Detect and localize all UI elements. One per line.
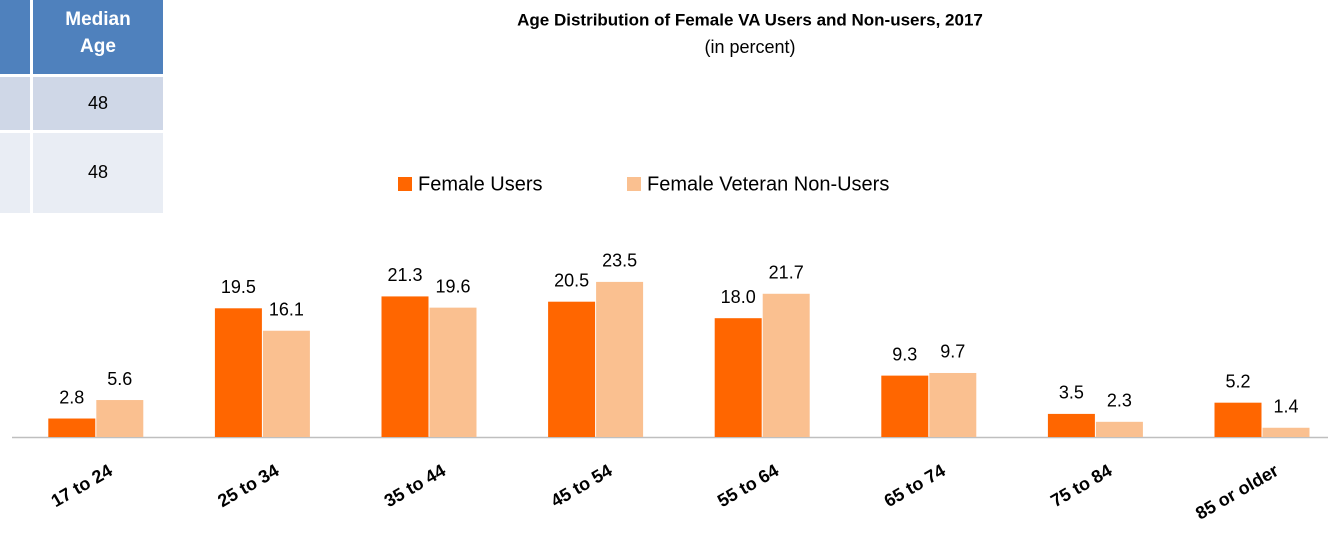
value-label: 2.8 [59,387,84,407]
bar [96,400,144,437]
legend-label: Female Veteran Non-Users [647,173,889,195]
x-tick-label: 35 to 44 [381,460,449,511]
x-tick-label: 25 to 34 [214,460,282,511]
value-label: 9.3 [892,344,917,364]
table-cell [33,133,163,213]
value-label: 19.5 [221,277,256,297]
value-label: 5.6 [107,369,132,389]
table-cell [0,77,30,130]
chart-title: Age Distribution of Female VA Users and … [517,10,983,29]
x-tick-label: 17 to 24 [48,460,116,511]
bar [881,375,929,437]
bar [429,307,477,437]
value-label: 3.5 [1059,383,1084,403]
table-header-wrap: Median Age [65,9,131,57]
x-tick-label: 85 or older [1192,460,1282,523]
value-label: 1.4 [1273,397,1298,417]
x-tick-label: 45 to 54 [547,460,615,511]
bar [381,296,429,437]
x-tick-label: 55 to 64 [714,460,782,511]
table-header-cell [0,0,30,74]
bar [1262,427,1310,437]
bar [262,330,310,437]
value-label: 20.5 [554,270,589,290]
bar [596,281,644,437]
table-value: 48 [88,93,108,113]
value-label: 16.1 [269,299,304,319]
bar [214,308,262,437]
value-label: 2.3 [1107,391,1132,411]
value-label: 5.2 [1225,371,1250,391]
value-label: 9.7 [940,342,965,362]
value-label: 21.7 [769,263,804,283]
table-cell [33,77,163,130]
value-label: 23.5 [602,251,637,271]
bar [714,318,762,437]
legend-swatch [627,177,641,191]
legend-swatch [398,177,412,191]
x-tick-label: 75 to 84 [1047,460,1115,511]
bar [762,293,810,437]
bar [548,301,596,437]
bar [1214,402,1262,437]
legend-label: Female Users [418,173,542,195]
value-label: 18.0 [721,287,756,307]
table-header-cell [33,0,163,74]
value-label: 21.3 [387,265,422,285]
chart-subtitle: (in percent) [704,37,795,57]
value-label: 19.6 [435,276,470,296]
table-value: 48 [88,162,108,182]
bar [1095,421,1143,437]
bar [929,372,977,437]
bar [48,418,96,437]
x-tick-label: 65 to 74 [881,460,949,511]
table-cell [0,133,30,213]
bar [1047,413,1095,437]
table-header: Median Age [65,9,131,57]
